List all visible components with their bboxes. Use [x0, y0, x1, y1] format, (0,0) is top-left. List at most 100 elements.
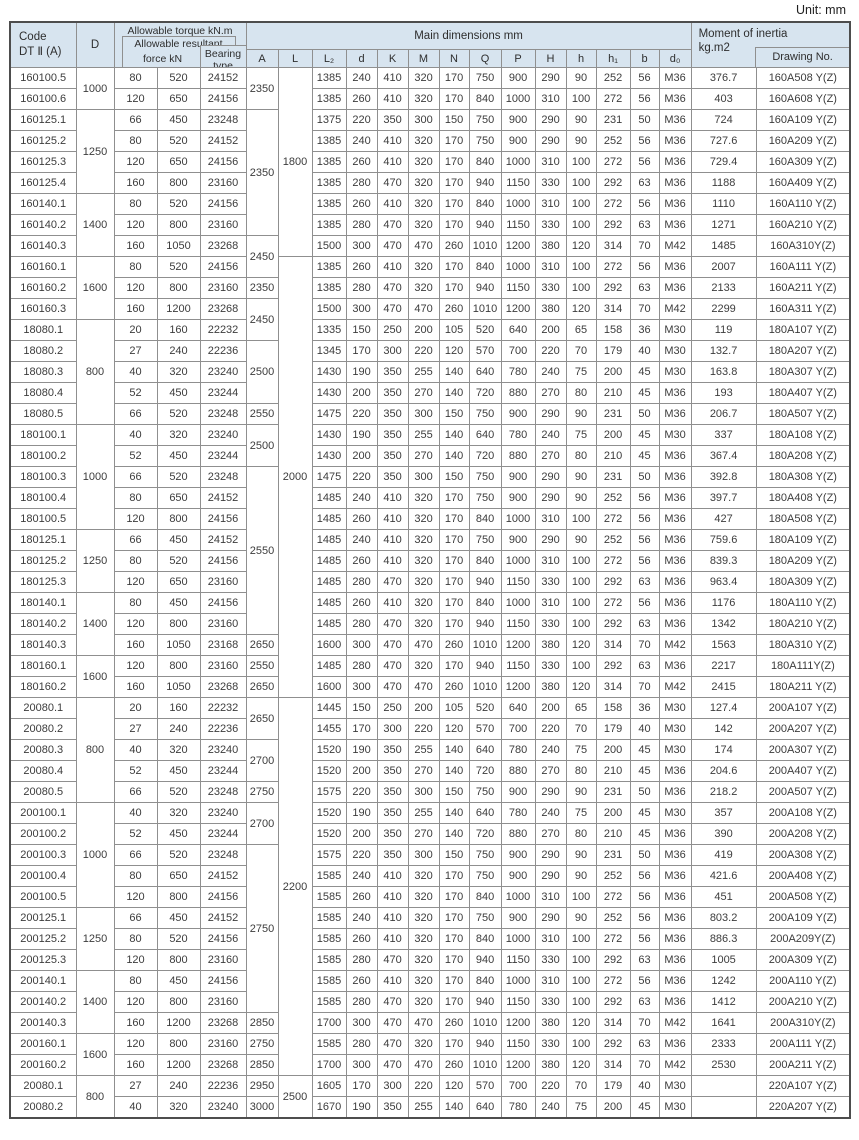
- code-cell: 200140.2: [9, 991, 77, 1013]
- d-dim-cell: 280: [345, 1033, 378, 1055]
- torque-cell: 80: [113, 928, 158, 950]
- torque-cell: 52: [113, 760, 158, 782]
- inertia-cell: 376.7: [690, 67, 757, 89]
- force-cell: 520: [156, 130, 201, 152]
- drawing-no-cell: 200A507 Y(Z): [755, 781, 851, 803]
- force-cell: 160: [156, 697, 201, 719]
- h-small-cell: 65: [565, 697, 597, 719]
- table-row: 160140.2 120 800 23160 1385 280 470 320 170 940 11…: [9, 214, 851, 236]
- torque-cell: 120: [113, 214, 158, 236]
- q-cell: 940: [468, 1033, 502, 1055]
- torque-cell: 66: [113, 907, 158, 929]
- bearing-type-cell: 23160: [199, 949, 247, 971]
- n-cell: 170: [438, 193, 470, 215]
- h1-cell: 272: [595, 256, 631, 278]
- h-small-cell: 100: [565, 970, 597, 992]
- inertia-cell: 2530: [690, 1054, 757, 1076]
- n-cell: 170: [438, 571, 470, 593]
- h-small-cell: 80: [565, 445, 597, 467]
- q-cell: 640: [468, 424, 502, 446]
- drawing-no-cell: 180A407 Y(Z): [755, 382, 851, 404]
- force-cell: 520: [156, 550, 201, 572]
- h-small-cell: 120: [565, 1054, 597, 1076]
- m-cell: 270: [407, 823, 440, 845]
- torque-cell: 66: [113, 529, 158, 551]
- h-cell: 330: [534, 613, 567, 635]
- n-cell: 120: [438, 340, 470, 362]
- table-row: 180140.1 1400 80 450 24156 1485 260 410 320 170 84…: [9, 592, 851, 656]
- h-small-cell: 100: [565, 214, 597, 236]
- d0-cell: M36: [658, 403, 692, 425]
- inertia-cell: 390: [690, 823, 757, 845]
- d-dim-cell: 280: [345, 571, 378, 593]
- h-cell: 290: [534, 781, 567, 803]
- force-cell: 1200: [156, 1054, 201, 1076]
- q-cell: 720: [468, 760, 502, 782]
- l2-cell: 1430: [311, 445, 347, 467]
- b-cell: 56: [629, 487, 660, 509]
- h-cell: 240: [534, 424, 567, 446]
- table-row: 180100.4 80 650 24152 1485 240 410 320 170 750 900…: [9, 487, 851, 509]
- b-cell: 56: [629, 592, 660, 614]
- l2-cell: 1485: [311, 529, 347, 551]
- l2-cell: 1430: [311, 424, 347, 446]
- d0-cell: M36: [658, 172, 692, 194]
- k-cell: 350: [376, 802, 409, 824]
- m-cell: 320: [407, 214, 440, 236]
- table-row: 20080.2 40 320 23240 3000 1670 190 350 255 140 640…: [9, 1096, 851, 1119]
- k-cell: 470: [376, 235, 409, 257]
- m-cell: 270: [407, 382, 440, 404]
- l2-cell: 1385: [311, 193, 347, 215]
- code-cell: 200100.3: [9, 844, 77, 866]
- h-cell: 310: [534, 193, 567, 215]
- h-small-cell: 90: [565, 865, 597, 887]
- torque-cell: 160: [113, 634, 158, 656]
- h1-cell: 314: [595, 634, 631, 656]
- torque-cell: 80: [113, 487, 158, 509]
- m-cell: 255: [407, 739, 440, 761]
- bearing-type-cell: 23244: [199, 760, 247, 782]
- b-cell: 56: [629, 970, 660, 992]
- h-cell: 310: [534, 592, 567, 614]
- b-cell: 56: [629, 886, 660, 908]
- bearing-type-cell: 23268: [199, 1054, 247, 1076]
- code-cell: 160100.6: [9, 88, 77, 110]
- h-small-cell: 90: [565, 487, 597, 509]
- table-row: 200160.1 1600 120 800 23160 2750 1585 280 470 320…: [9, 1033, 851, 1076]
- b-cell: 45: [629, 802, 660, 824]
- drawing-no-cell: 200A109 Y(Z): [755, 907, 851, 929]
- d-dim-cell: 220: [345, 109, 378, 131]
- p-cell: 900: [500, 67, 536, 89]
- drawing-no-cell: 180A210 Y(Z): [755, 613, 851, 635]
- drawing-no-cell: 180A110 Y(Z): [755, 592, 851, 614]
- inertia-cell: 357: [690, 802, 757, 824]
- l2-cell: 1385: [311, 67, 347, 89]
- d0-cell: M30: [658, 361, 692, 383]
- d-dim-cell: 240: [345, 487, 378, 509]
- d0-cell: M36: [658, 823, 692, 845]
- p-cell: 640: [500, 319, 536, 341]
- k-cell: 350: [376, 109, 409, 131]
- bearing-type-cell: 23244: [199, 823, 247, 845]
- h1-cell: 272: [595, 151, 631, 173]
- bearing-type-cell: 23268: [199, 298, 247, 320]
- force-cell: 450: [156, 823, 201, 845]
- n-cell: 170: [438, 970, 470, 992]
- bearing-type-cell: 23240: [199, 739, 247, 761]
- d-dim-cell: 300: [345, 235, 378, 257]
- h-small-cell: 90: [565, 67, 597, 89]
- code-cell: 20080.4: [9, 760, 77, 782]
- q-cell: 750: [468, 844, 502, 866]
- drawing-no-cell: 180A309 Y(Z): [755, 571, 851, 593]
- d-dim-cell: 260: [345, 193, 378, 215]
- n-cell: 105: [438, 319, 470, 341]
- h1-cell: 179: [595, 340, 631, 362]
- h-cell: 310: [534, 151, 567, 173]
- torque-cell: 80: [113, 67, 158, 89]
- p-cell: 1150: [500, 571, 536, 593]
- inertia-cell: 839.3: [690, 550, 757, 572]
- k-cell: 470: [376, 571, 409, 593]
- p-cell: 1000: [500, 508, 536, 530]
- inertia-cell: 727.6: [690, 130, 757, 152]
